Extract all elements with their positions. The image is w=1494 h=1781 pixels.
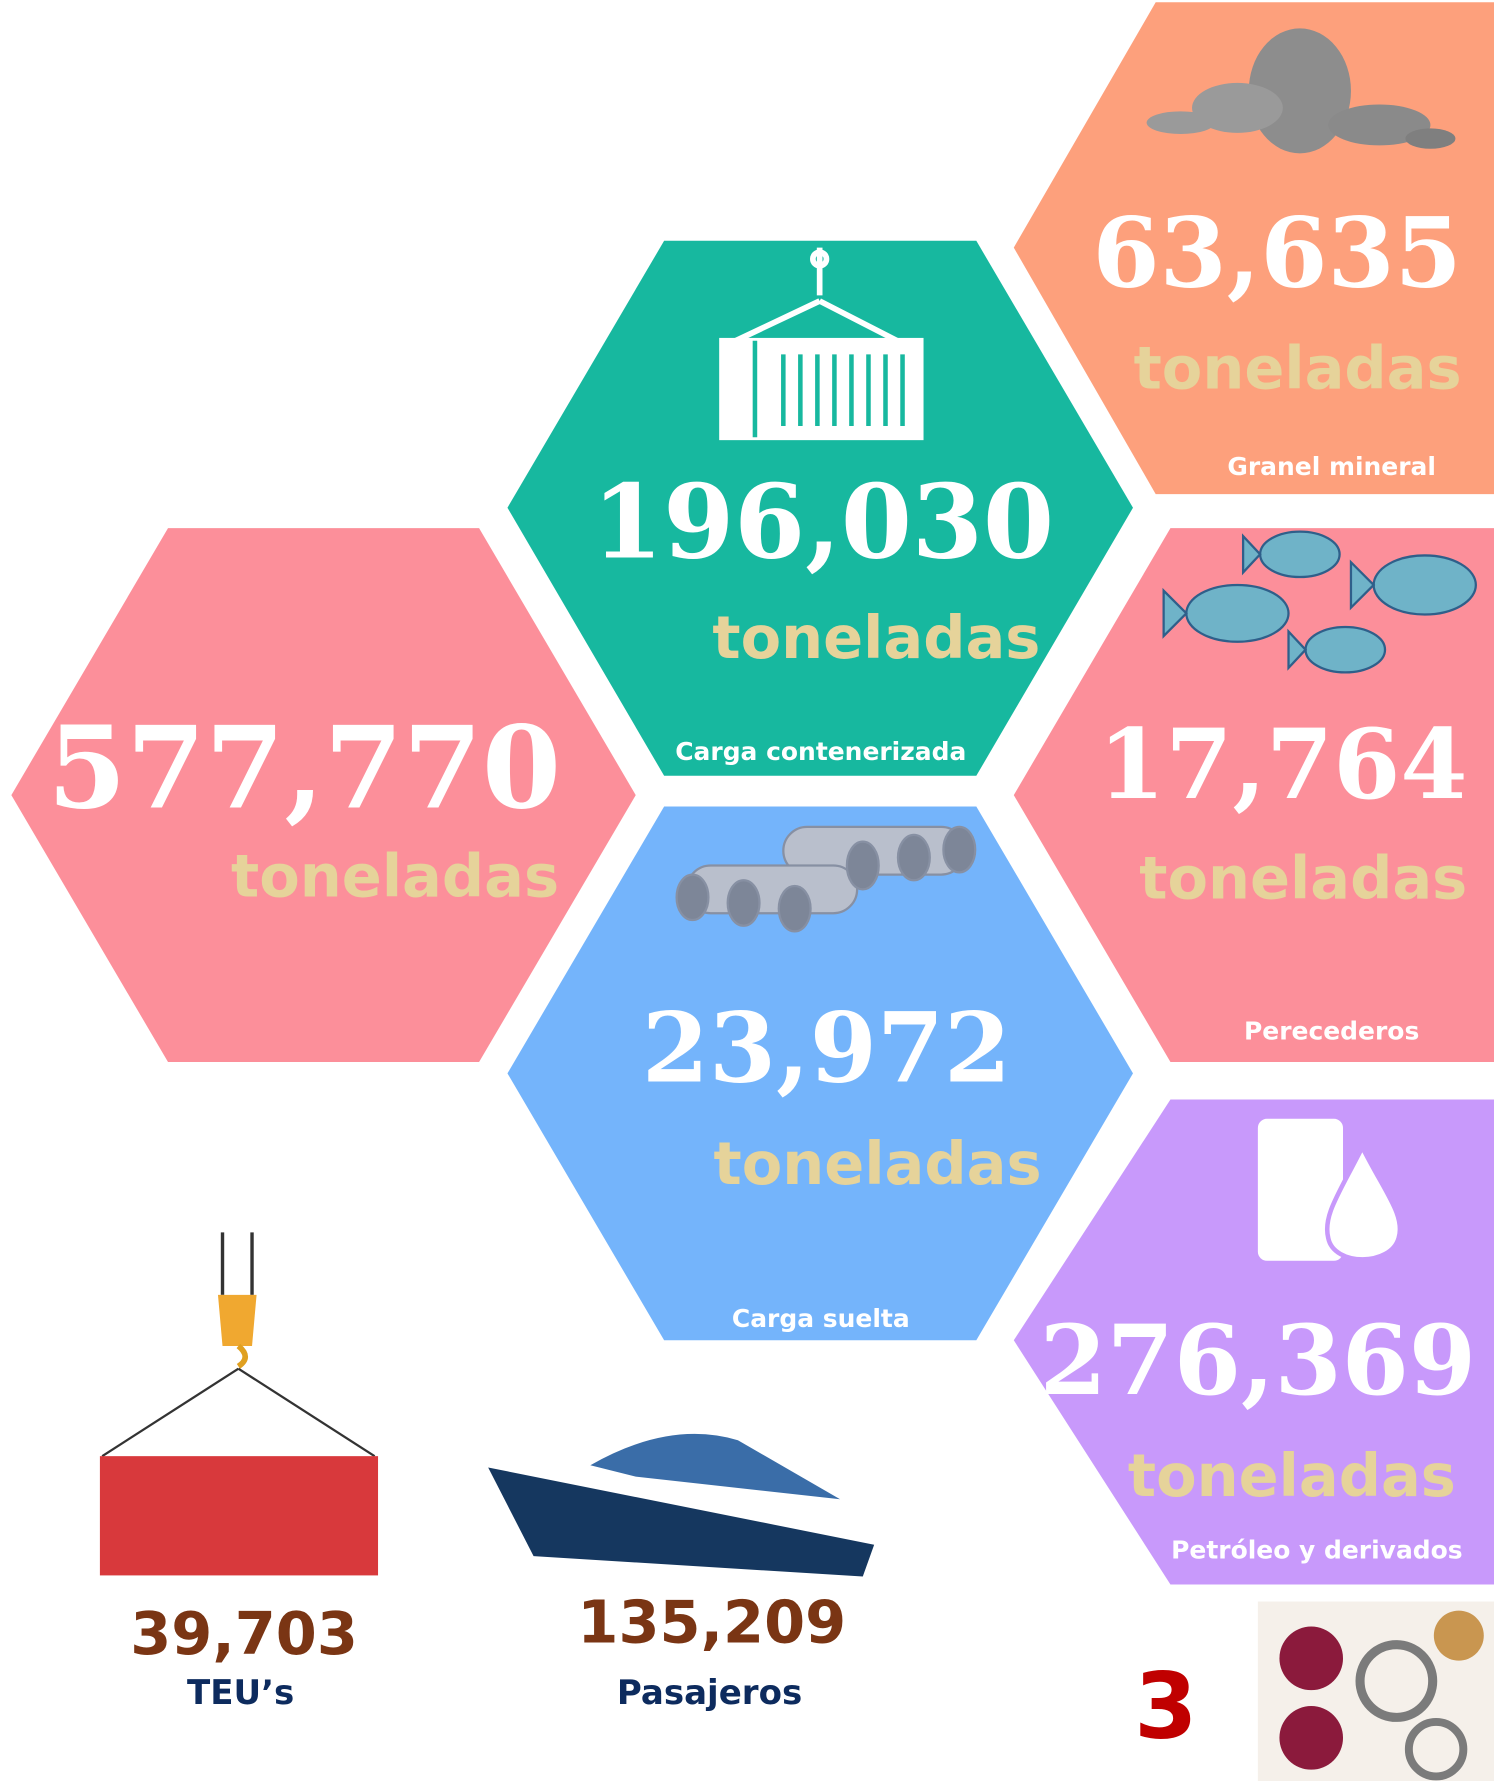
hex-value: 577,770 — [48, 701, 561, 835]
decorative-pattern — [1257, 1601, 1494, 1781]
hex-label: Carga suelta — [732, 1304, 910, 1333]
hex-unit: toneladas — [1134, 334, 1462, 403]
hex-label: Petróleo y derivados — [1171, 1536, 1463, 1565]
container-icon — [719, 247, 924, 441]
page-number: 3 — [1134, 1655, 1197, 1760]
pipes-icon — [675, 825, 977, 933]
ship-icon — [488, 1433, 875, 1577]
hex-label: Granel mineral — [1227, 452, 1436, 481]
stat-value: 39,703 — [130, 1599, 358, 1668]
fish-icon — [1162, 530, 1477, 674]
hex-unit: toneladas — [1128, 1441, 1456, 1510]
hex-value: 23,972 — [642, 991, 1011, 1105]
stat-value: 135,209 — [577, 1588, 846, 1657]
hex-unit: toneladas — [1139, 844, 1467, 913]
hex-label: Carga contenerizada — [675, 737, 966, 766]
rocks-icon — [1146, 28, 1456, 154]
hex-suelta — [507, 806, 1133, 1341]
crane-container-icon — [99, 1232, 379, 1576]
stat-label: TEU’s — [187, 1673, 294, 1713]
hex-unit: toneladas — [714, 1129, 1042, 1198]
hex-label: Perecederos — [1244, 1016, 1419, 1045]
barrel-icon — [1257, 1118, 1403, 1262]
hex-unit: toneladas — [712, 603, 1040, 672]
hex-value: 17,764 — [1098, 707, 1467, 821]
hex-value: 196,030 — [592, 462, 1054, 582]
hex-unit: toneladas — [231, 841, 559, 910]
hex-contenerizada — [507, 240, 1133, 776]
hex-value: 63,635 — [1093, 196, 1462, 310]
hex-value: 276,369 — [1040, 1303, 1476, 1417]
stat-label: Pasajeros — [617, 1673, 802, 1713]
hex-general — [11, 528, 636, 1063]
